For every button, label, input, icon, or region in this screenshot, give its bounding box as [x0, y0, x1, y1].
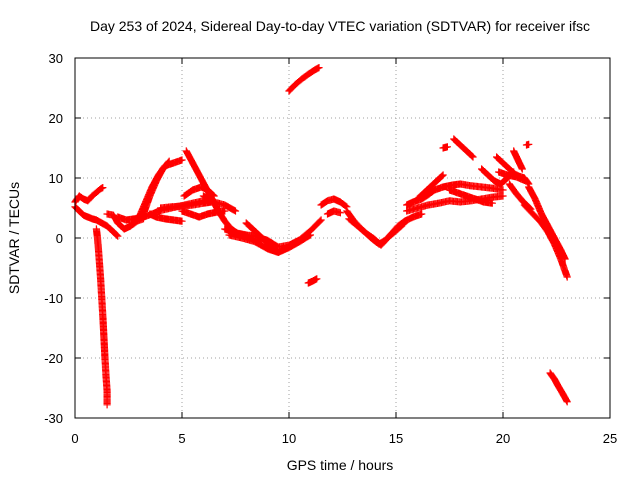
- chart-title: Day 253 of 2024, Sidereal Day-to-day VTE…: [90, 18, 590, 34]
- data-segment: [495, 168, 528, 184]
- data-segment: [317, 195, 351, 211]
- data-segment: [199, 192, 240, 215]
- data-segment: [285, 63, 323, 95]
- y-tick-label: 20: [49, 111, 63, 126]
- data-segment: [242, 219, 276, 251]
- y-tick-label: 0: [56, 231, 63, 246]
- data-segment: [71, 184, 107, 206]
- y-axis-title: SDTVAR / TECUs: [6, 182, 22, 294]
- data-segment: [445, 186, 496, 207]
- tick-labels: 0 5 10 15 20 25 -30 -20 -10 0 10 20 30: [44, 51, 617, 446]
- data-segment: [225, 231, 314, 256]
- x-tick-label: 0: [71, 431, 78, 446]
- data-segment: [522, 140, 533, 149]
- data-segment: [323, 207, 344, 218]
- data-segment: [510, 147, 526, 173]
- data-segment: [520, 201, 571, 281]
- x-tick-label: 20: [496, 431, 510, 446]
- data-segment: [403, 180, 507, 209]
- data-segment: [146, 210, 186, 225]
- y-tick-label: -30: [44, 411, 63, 426]
- data-segment: [139, 157, 173, 218]
- data-segment: [92, 225, 111, 409]
- y-tick-label: 30: [49, 51, 63, 66]
- data-segment: [413, 171, 447, 203]
- data-segment: [525, 183, 569, 263]
- data-segment: [157, 198, 216, 212]
- data-segment: [345, 215, 409, 249]
- y-tick-label: -10: [44, 291, 63, 306]
- data-segment: [439, 143, 451, 152]
- data-segment: [546, 369, 571, 406]
- series-layer: [71, 63, 571, 409]
- y-tick-label: -20: [44, 351, 63, 366]
- x-axis-title: GPS time / hours: [287, 457, 394, 473]
- x-tick-label: 5: [178, 431, 185, 446]
- x-tick-label: 25: [603, 431, 617, 446]
- series-sdtvar: [71, 63, 571, 409]
- y-tick-label: 10: [49, 171, 63, 186]
- axis-ticks: [74, 57, 611, 419]
- data-segment: [304, 275, 321, 287]
- x-tick-label: 10: [282, 431, 296, 446]
- grid: [75, 58, 610, 418]
- x-tick-label: 15: [389, 431, 403, 446]
- data-segment: [450, 135, 477, 161]
